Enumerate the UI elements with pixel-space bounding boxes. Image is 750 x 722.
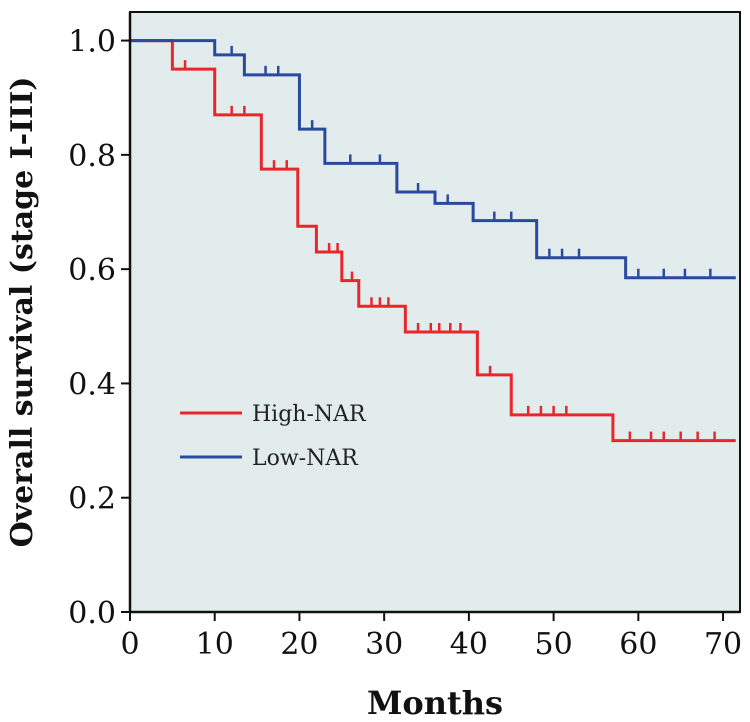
plot-background bbox=[130, 12, 740, 612]
y-tick-label: 1.0 bbox=[68, 25, 116, 60]
legend-label-low-nar: Low-NAR bbox=[252, 446, 359, 471]
y-tick-label: 0.0 bbox=[68, 596, 116, 631]
x-tick-label: 50 bbox=[535, 627, 573, 662]
x-tick-label: 0 bbox=[120, 627, 139, 662]
y-axis-title: Overall survival (stage I-III) bbox=[5, 77, 40, 548]
y-tick-label: 0.6 bbox=[68, 253, 116, 288]
survival-curve-high-nar bbox=[130, 39, 736, 443]
plot-frame bbox=[129, 11, 741, 613]
survival-curve-low-nar bbox=[130, 39, 736, 280]
legend: High-NAR Low-NAR bbox=[180, 402, 367, 471]
x-tick-label: 60 bbox=[619, 627, 657, 662]
y-tick-label: 0.8 bbox=[68, 139, 116, 174]
y-tick-label: 0.2 bbox=[68, 482, 116, 517]
legend-label-high-nar: High-NAR bbox=[252, 402, 367, 427]
x-tick-label: 30 bbox=[365, 627, 403, 662]
x-tick-label: 40 bbox=[450, 627, 488, 662]
y-tick-label: 0.4 bbox=[68, 367, 116, 402]
x-axis-title: Months bbox=[367, 684, 503, 722]
x-tick-label: 70 bbox=[704, 627, 742, 662]
x-tick-label: 20 bbox=[280, 627, 318, 662]
x-tick-label: 10 bbox=[196, 627, 234, 662]
